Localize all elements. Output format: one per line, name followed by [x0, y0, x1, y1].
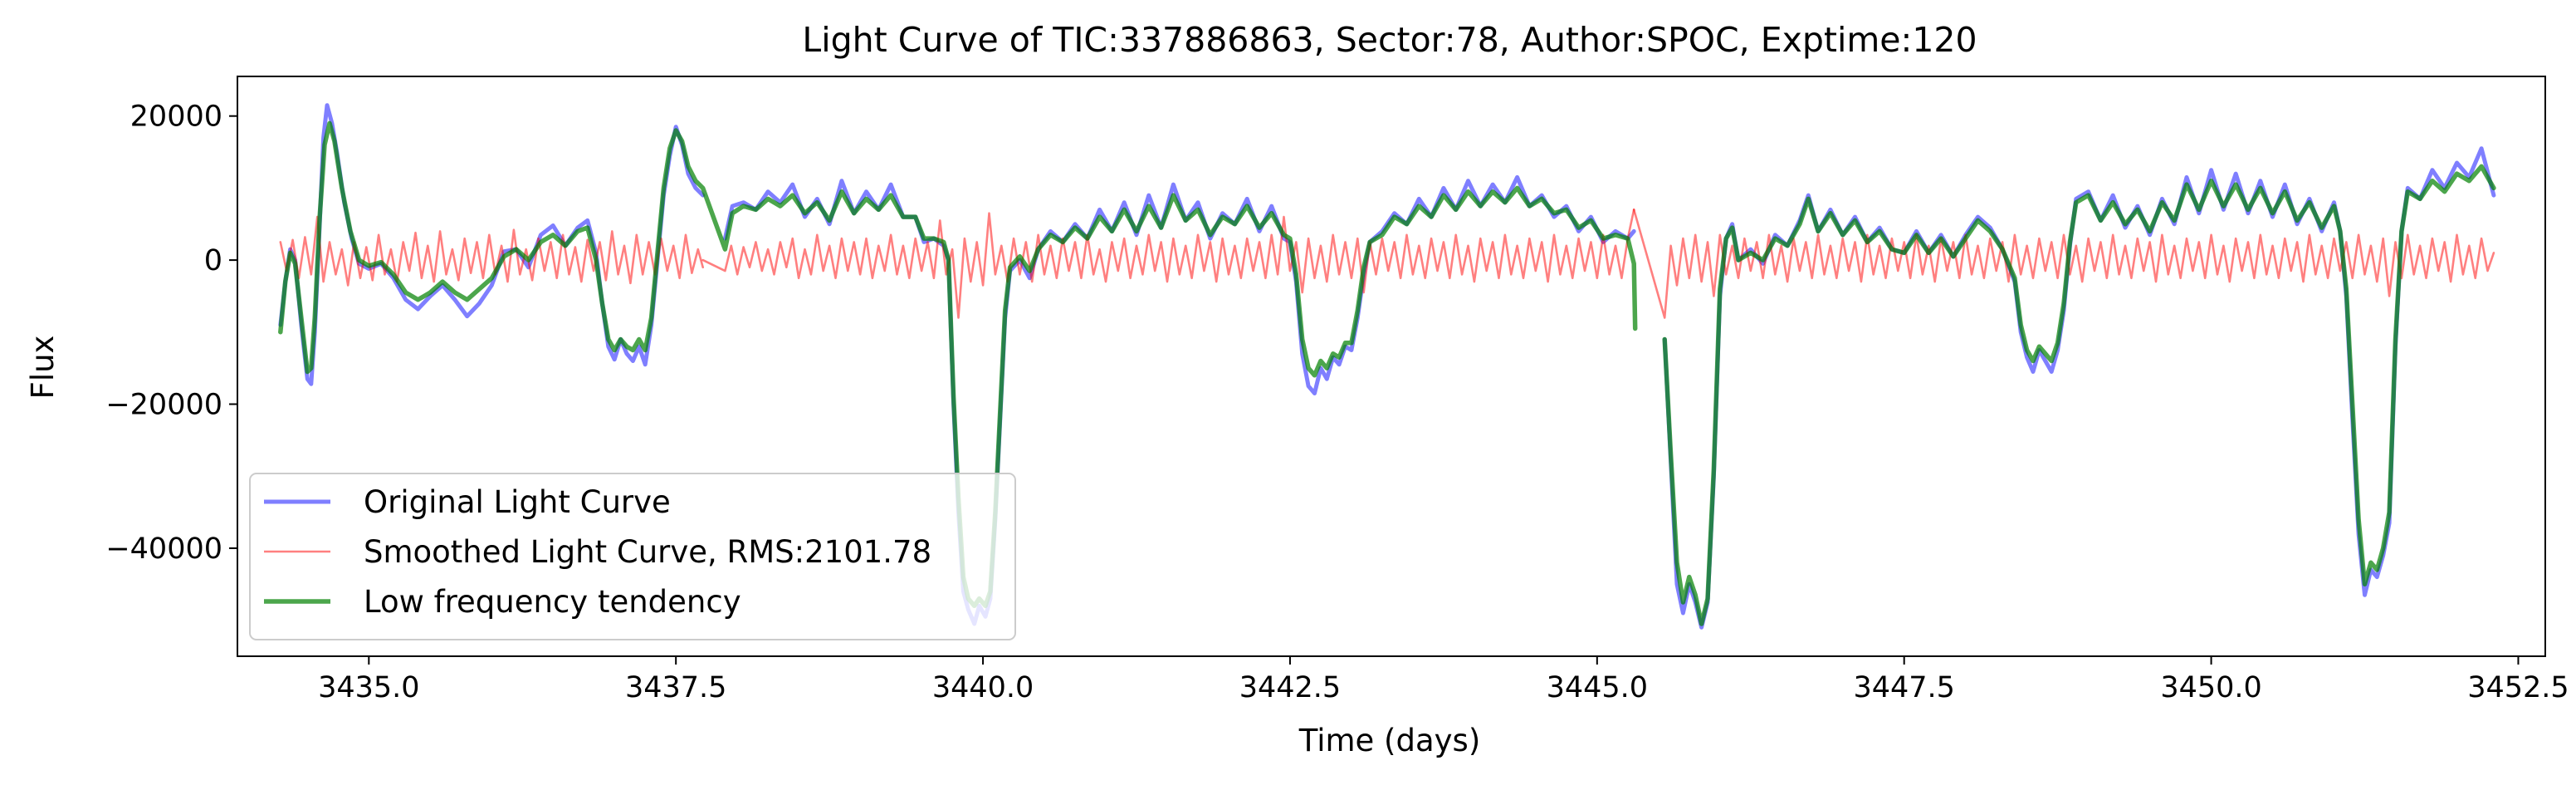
legend-label-smoothed: Smoothed Light Curve, RMS:2101.78: [364, 534, 931, 570]
legend-box: [249, 473, 1016, 640]
legend-label-original: Original Light Curve: [364, 484, 671, 520]
x-tick-label: 3437.5: [625, 671, 726, 704]
legend-label-tendency: Low frequency tendency: [364, 584, 741, 620]
x-axis-label: Time (days): [1298, 723, 1481, 758]
series-smoothed-line: [279, 215, 705, 287]
y-tick-label: −40000: [105, 532, 222, 566]
series-original-line: [1662, 146, 2496, 630]
x-tick-label: 3442.5: [1239, 671, 1341, 704]
x-tick-label: 3452.5: [2467, 671, 2569, 704]
plot-area: [278, 103, 2496, 630]
x-tick-label: 3445.0: [1547, 671, 1648, 704]
plot-frame: [237, 76, 2546, 657]
chart-title: Light Curve of TIC:337886863, Sector:78,…: [802, 20, 1977, 60]
series-tendency-line: [1662, 164, 2496, 626]
y-tick-label: −20000: [105, 389, 222, 422]
x-tick-label: 3450.0: [2160, 671, 2261, 704]
y-axis: 20000 0 −20000 −40000: [105, 101, 237, 566]
series-tendency: [278, 120, 2496, 626]
series-smoothed: [279, 209, 2495, 319]
x-tick-label: 3440.0: [932, 671, 1034, 704]
x-tick-label: 3435.0: [318, 671, 419, 704]
x-tick-label: 3447.5: [1853, 671, 1954, 704]
series-tendency-line: [278, 120, 1638, 609]
x-axis: 3435.0 3437.5 3440.0 3442.5 3445.0 3447.5 3450…: [318, 656, 2569, 704]
y-axis-label: Flux: [25, 336, 61, 400]
series-smoothed-line: [701, 209, 1635, 319]
y-tick-label: 20000: [130, 101, 222, 134]
y-tick-label: 0: [204, 244, 222, 277]
series-smoothed-line: [1632, 209, 2495, 319]
legend: Original Light Curve Smoothed Light Curv…: [249, 473, 1016, 640]
